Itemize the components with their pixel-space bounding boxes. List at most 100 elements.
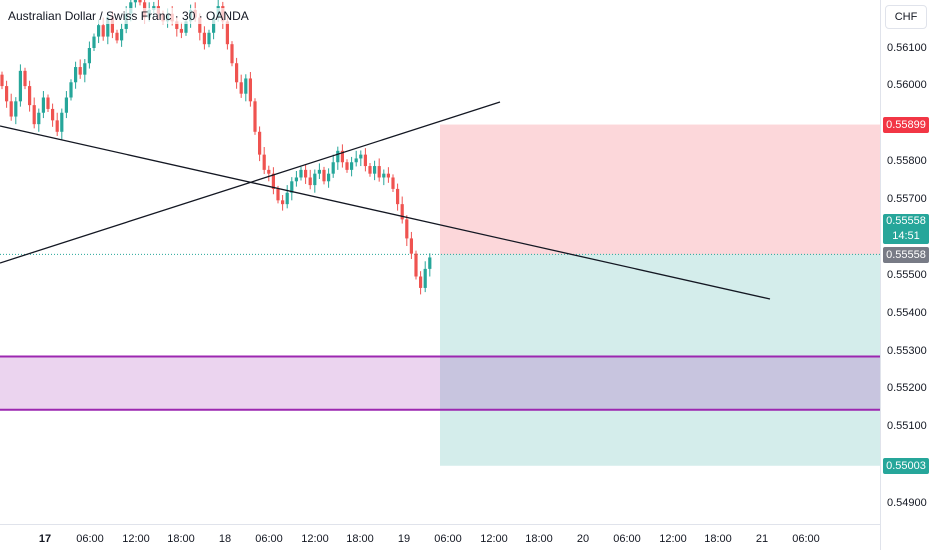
candle-body xyxy=(377,166,381,178)
candle-body xyxy=(368,166,372,174)
time-label: 18 xyxy=(218,533,232,545)
candle-body xyxy=(294,177,298,182)
candle-body xyxy=(276,188,280,201)
time-scale[interactable]: 17 06:00 12:00 18:00 18 06:00 12:00 18:0… xyxy=(0,524,880,551)
candle-body xyxy=(248,78,252,102)
candle-body xyxy=(5,86,9,102)
candle-body xyxy=(207,32,211,45)
candle-body xyxy=(51,108,55,121)
risk-zone xyxy=(440,124,880,255)
candle-body xyxy=(87,48,91,64)
price-chart[interactable] xyxy=(0,0,880,524)
candle-body xyxy=(179,28,183,33)
currency-button[interactable]: CHF xyxy=(885,5,927,29)
time-label: 20 xyxy=(576,533,590,545)
candle-body xyxy=(331,162,335,174)
candle-body xyxy=(386,173,390,178)
time-label: 06:00 xyxy=(255,533,283,545)
time-label: 12:00 xyxy=(301,533,329,545)
last-price-value: 0.55558 xyxy=(886,215,926,227)
candle-body xyxy=(414,253,418,277)
candle-body xyxy=(175,21,179,29)
candle-body xyxy=(409,238,413,254)
candle-body xyxy=(212,17,216,33)
reward-zone xyxy=(440,254,880,466)
stop-loss-price-tag: 0.55899 xyxy=(883,117,929,133)
candle-body xyxy=(322,169,326,182)
candle-body xyxy=(198,17,202,33)
candle-body xyxy=(202,32,206,45)
candle-body xyxy=(225,21,229,45)
candle-body xyxy=(350,162,354,170)
candle-body xyxy=(106,17,110,37)
time-label: 12:00 xyxy=(659,533,687,545)
candle-body xyxy=(110,17,114,33)
price-label: 0.55500 xyxy=(887,269,927,281)
candle-body xyxy=(32,105,36,125)
time-label: 18:00 xyxy=(346,533,374,545)
time-label: 06:00 xyxy=(613,533,641,545)
candle-body xyxy=(0,74,4,87)
price-label: 0.55100 xyxy=(887,420,927,432)
candle-body xyxy=(83,63,87,75)
candle-body xyxy=(396,188,400,205)
price-label: 0.55400 xyxy=(887,307,927,319)
price-label: 0.55800 xyxy=(887,155,927,167)
candle-body xyxy=(101,25,105,37)
bar-countdown: 14:51 xyxy=(892,230,920,242)
candle-body xyxy=(37,112,41,125)
candle-body xyxy=(69,82,73,98)
candle-body xyxy=(41,97,45,113)
candle-body xyxy=(253,101,257,132)
candle-body xyxy=(271,173,275,189)
candle-body xyxy=(92,36,96,48)
candle-body xyxy=(373,166,377,174)
candle-body xyxy=(304,169,308,178)
candle-body xyxy=(313,173,317,186)
candle-body xyxy=(285,192,289,205)
candle-body xyxy=(419,276,423,288)
falling-trend-line xyxy=(0,125,771,300)
candle-body xyxy=(28,86,32,106)
candle-body xyxy=(423,268,427,288)
price-label: 0.55700 xyxy=(887,193,927,205)
candle-body xyxy=(115,32,119,41)
candle-body xyxy=(184,21,188,33)
candle-body xyxy=(97,25,101,37)
candle-body xyxy=(23,70,27,87)
time-label: 06:00 xyxy=(434,533,462,545)
candle-body xyxy=(9,101,13,117)
candle-body xyxy=(258,131,262,155)
candle-body xyxy=(18,70,22,102)
candle-body xyxy=(290,181,294,193)
price-label: 0.55300 xyxy=(887,345,927,357)
time-label: 19 xyxy=(397,533,411,545)
candle-body xyxy=(299,169,303,178)
candle-body xyxy=(244,78,248,94)
candle-body xyxy=(363,154,367,167)
candle-body xyxy=(391,177,395,189)
candle-body xyxy=(428,257,432,269)
candle-body xyxy=(239,82,243,94)
candle-body xyxy=(405,219,409,239)
candle-body xyxy=(133,0,137,3)
candle-body xyxy=(46,97,50,109)
candle-body xyxy=(317,169,321,174)
candle-body xyxy=(382,173,386,178)
time-label: 18:00 xyxy=(167,533,195,545)
price-scale[interactable]: CHF 0.56100 0.56000 0.55800 0.55700 0.55… xyxy=(880,0,932,550)
chart-pane[interactable]: Australian Dollar / Swiss Franc · 30 · O… xyxy=(0,0,880,524)
take-profit-price-tag: 0.55003 xyxy=(883,458,929,474)
symbol-title[interactable]: Australian Dollar / Swiss Franc · 30 · O… xyxy=(6,8,251,24)
candle-body xyxy=(336,150,340,163)
candle-body xyxy=(138,0,142,3)
candle-body xyxy=(345,162,349,170)
candle-body xyxy=(267,169,271,174)
candle-body xyxy=(400,204,404,220)
entry-price-tag: 0.55558 xyxy=(883,247,929,263)
candle-body xyxy=(354,158,358,163)
time-label: 21 xyxy=(755,533,769,545)
candle-body xyxy=(14,101,18,117)
candle-body xyxy=(308,177,312,186)
candle-body xyxy=(60,112,64,132)
